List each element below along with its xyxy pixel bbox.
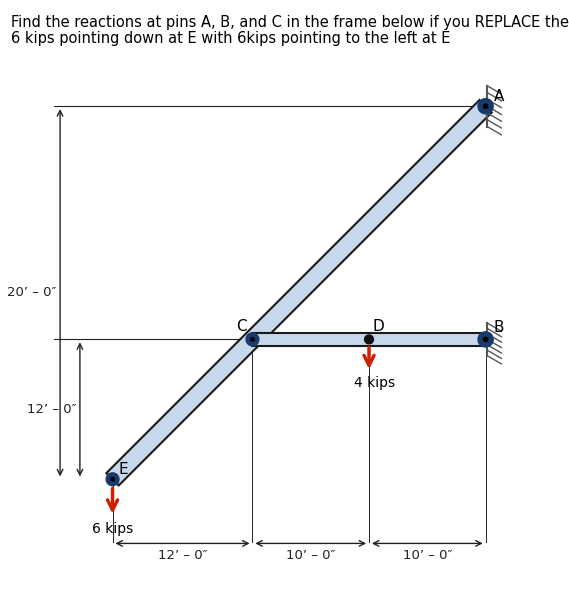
Text: 20’ – 0″: 20’ – 0″ — [7, 286, 56, 299]
Text: 6 kips: 6 kips — [92, 523, 133, 536]
Text: B: B — [494, 319, 504, 335]
Circle shape — [484, 104, 488, 108]
Circle shape — [246, 333, 259, 346]
Polygon shape — [106, 100, 492, 486]
Polygon shape — [253, 333, 485, 346]
Text: 10’ – 0″: 10’ – 0″ — [286, 550, 336, 562]
Circle shape — [111, 477, 114, 481]
Text: 12’ – 0″: 12’ – 0″ — [158, 550, 207, 562]
Text: 6 kips pointing down at E with 6kips pointing to the left at E: 6 kips pointing down at E with 6kips poi… — [11, 31, 451, 46]
Text: C: C — [236, 319, 246, 334]
Text: 12’ – 0″: 12’ – 0″ — [27, 403, 76, 416]
Circle shape — [478, 99, 493, 114]
Text: D: D — [373, 319, 384, 334]
Text: 4 kips: 4 kips — [354, 375, 395, 390]
Text: A: A — [494, 89, 504, 104]
Text: E: E — [118, 462, 128, 477]
Circle shape — [484, 337, 488, 342]
Text: 10’ – 0″: 10’ – 0″ — [402, 550, 452, 562]
Circle shape — [106, 473, 119, 486]
Text: Find the reactions at pins A, B, and C in the frame below if you REPLACE the: Find the reactions at pins A, B, and C i… — [11, 15, 569, 30]
Circle shape — [365, 335, 373, 344]
Circle shape — [251, 337, 254, 341]
Circle shape — [478, 332, 493, 347]
